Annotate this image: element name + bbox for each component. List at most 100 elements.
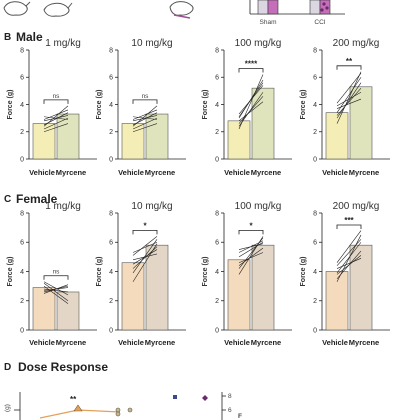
data-point <box>320 8 324 12</box>
paired-line <box>43 116 69 120</box>
y-tick-label: 0 <box>215 156 219 163</box>
bar-vehicle <box>325 112 349 160</box>
data-point <box>322 2 326 6</box>
y-axis-label: Force (g) <box>202 257 209 287</box>
panel-b-letter: B <box>4 32 11 43</box>
x-category-label: Vehicle <box>118 168 144 177</box>
rat-illustration-middle <box>169 1 194 19</box>
y-tick-label: 4 <box>313 102 317 109</box>
y-tick-label: 0 <box>215 327 219 334</box>
y-tick-label: 4 <box>20 102 24 109</box>
bar-myrcene <box>56 113 80 160</box>
y-tick-label: 2 <box>215 298 219 305</box>
injury-mark <box>173 14 191 19</box>
y-axis-label: Force (g) <box>96 257 103 287</box>
y-tick-label: 6 <box>20 75 24 82</box>
cci-bar <box>309 0 321 15</box>
y-tick-label: 0 <box>109 156 113 163</box>
y-tick-label: 6 <box>109 75 113 82</box>
paired-line <box>132 109 158 120</box>
panel-d-ylabel: (g) <box>4 404 11 412</box>
chart-title: 10 mg/kg <box>131 201 172 212</box>
y-tick-label: 2 <box>313 129 317 136</box>
significance-bracket <box>238 68 264 73</box>
paired-line <box>132 123 158 133</box>
x-category-label: Vehicle <box>29 168 55 177</box>
y-axis-label: Force (g) <box>96 90 103 120</box>
x-category-label: Vehicle <box>224 168 250 177</box>
significance-label: ** <box>346 57 353 66</box>
chart-title: 200 mg/kg <box>333 201 380 212</box>
chart-female-2: 100 mg/kg 0 2 4 6 8 Force (g) Vehicle Myrcene * <box>202 201 292 347</box>
bar-vehicle <box>227 120 251 160</box>
bar-myrcene <box>251 87 275 160</box>
cci-label: CCI <box>314 19 325 26</box>
significance-label: *** <box>344 216 354 225</box>
panel-d-title: Dose Response <box>18 360 108 374</box>
rat-ear <box>67 2 73 9</box>
y-tick-label: 0 <box>313 156 317 163</box>
paired-line <box>43 288 69 293</box>
y-tick-label: 4 <box>313 269 317 276</box>
paired-line <box>336 230 362 263</box>
y-axis-label: Force (g) <box>7 257 14 287</box>
bar-myrcene <box>145 244 169 331</box>
dose-marker <box>127 407 133 413</box>
significance-bracket <box>238 230 264 235</box>
paired-line <box>238 96 264 124</box>
paired-line <box>43 109 69 120</box>
chart-female-0: 1 mg/kg 0 2 4 6 8 Force (g) Vehicle Myrcene ns <box>7 201 97 347</box>
y-tick-label: 6 <box>215 240 219 247</box>
cci-bar-2 <box>319 0 331 15</box>
paired-line <box>336 87 362 116</box>
chart-male-0: 1 mg/kg 0 2 4 6 8 Force (g) Vehicle Myrcene ns <box>7 38 97 177</box>
paired-line <box>238 79 264 119</box>
x-category-label: Myrcene <box>145 338 175 347</box>
significance-label: ns <box>142 93 150 100</box>
y-tick-label: 2 <box>109 129 113 136</box>
panel-d-letter: D <box>4 362 11 373</box>
y-tick-label: 2 <box>20 129 24 136</box>
paired-line <box>238 82 264 117</box>
paired-line <box>336 91 362 107</box>
paired-line <box>336 82 362 119</box>
right-tick-label: 8 <box>228 393 232 400</box>
x-category-label: Vehicle <box>322 168 348 177</box>
significance-bracket <box>132 230 158 235</box>
paired-line <box>43 281 69 296</box>
right-tick-label-2: 6 <box>228 407 232 414</box>
significance-bracket <box>132 99 158 104</box>
y-tick-label: 8 <box>109 210 113 217</box>
significance-label: * <box>143 221 147 230</box>
significance-bracket <box>336 65 362 70</box>
dose-significance: ** <box>70 395 77 404</box>
paired-line <box>132 241 158 253</box>
chart-title: 10 mg/kg <box>131 38 172 49</box>
rat-illustration-left <box>3 1 73 17</box>
bar-vehicle <box>325 271 349 331</box>
panel-c-title: Female <box>16 192 58 206</box>
y-tick-label: 2 <box>313 298 317 305</box>
dose-marker-triangle <box>73 404 83 412</box>
y-tick-label: 8 <box>215 47 219 54</box>
paired-line <box>132 253 158 261</box>
x-category-label: Myrcene <box>56 168 86 177</box>
bar-vehicle <box>227 259 251 331</box>
paired-line <box>43 282 69 301</box>
significance-bracket <box>336 224 362 229</box>
y-tick-label: 8 <box>313 210 317 217</box>
chart-female-1: 10 mg/kg 0 2 4 6 8 Force (g) Vehicle Myrcene * <box>96 201 186 347</box>
paired-line <box>336 71 362 124</box>
y-tick-label: 8 <box>215 210 219 217</box>
chart-male-1: 10 mg/kg 0 2 4 6 8 Force (g) Vehicle Myrcene ns <box>96 38 186 177</box>
paired-line <box>43 112 69 126</box>
y-tick-label: 4 <box>20 269 24 276</box>
y-tick-label: 6 <box>20 240 24 247</box>
paired-line <box>238 247 264 266</box>
paired-line <box>132 116 158 120</box>
chart-male-3: 200 mg/kg 0 2 4 6 8 Force (g) Vehicle Myrcene ** <box>300 38 390 177</box>
chart-title: 100 mg/kg <box>235 201 282 212</box>
paired-line <box>238 243 264 250</box>
bar-vehicle <box>121 262 145 331</box>
